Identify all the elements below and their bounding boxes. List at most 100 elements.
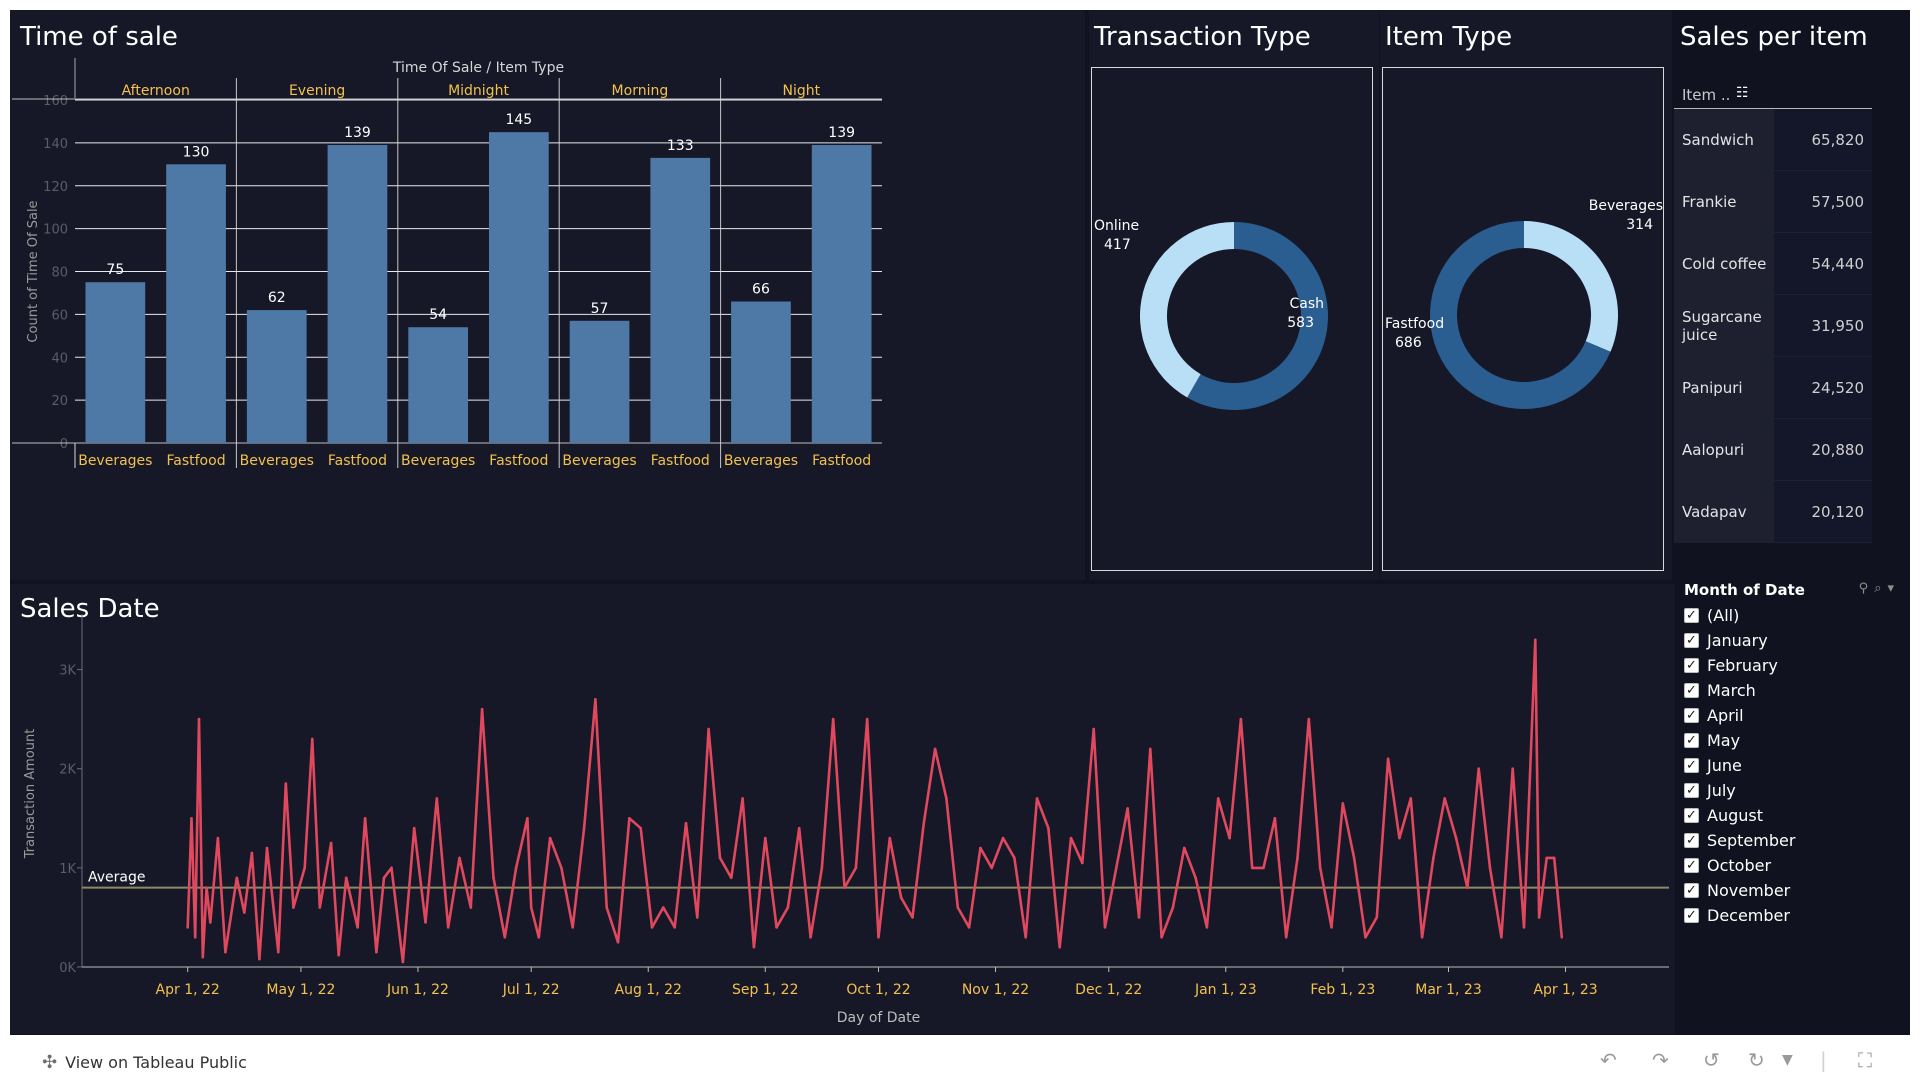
data-point[interactable] [1296,856,1299,860]
data-point[interactable] [718,856,722,860]
data-point[interactable] [250,851,254,855]
checkbox[interactable]: ✓ [1684,858,1699,873]
checkbox[interactable]: ✓ [1684,633,1699,648]
data-point[interactable] [1013,856,1016,860]
data-point[interactable] [1035,797,1039,800]
data-point[interactable] [797,826,801,830]
filter-option-february[interactable]: ✓ February [1684,653,1910,678]
data-point[interactable] [1341,802,1345,805]
search-icon[interactable]: ⌕ [1874,581,1888,596]
filter-option-october[interactable]: ✓ October [1684,853,1910,878]
data-point[interactable] [820,866,824,870]
data-point[interactable] [752,945,756,949]
filter-option-all[interactable]: ✓ (All) [1684,603,1910,628]
donut-slice-beverages[interactable] [1524,221,1618,352]
data-point[interactable] [458,856,461,860]
data-point[interactable] [216,836,220,840]
data-point[interactable] [197,717,201,721]
data-point[interactable] [243,911,246,914]
bar-midnight-fastfood[interactable] [488,132,549,443]
bar-night-beverages[interactable] [731,301,791,443]
data-point[interactable] [276,950,280,954]
table-row[interactable]: Panipuri 24,520 [1674,357,1872,419]
checkbox[interactable]: ✓ [1684,833,1699,848]
data-point[interactable] [628,816,631,820]
data-point[interactable] [1250,866,1254,870]
data-point[interactable] [375,950,378,954]
data-point[interactable] [1432,856,1435,860]
data-point[interactable] [1454,836,1458,840]
data-point[interactable] [979,846,982,850]
filter-option-december[interactable]: ✓ December [1684,903,1910,928]
bar-night-fastfood[interactable] [811,145,872,444]
data-point[interactable] [1364,935,1367,939]
data-point[interactable] [1126,807,1129,810]
data-point[interactable] [1537,916,1541,919]
table-row[interactable]: Vadapav 20,120 [1674,481,1872,543]
data-point[interactable] [1205,926,1209,929]
data-point[interactable] [1228,836,1231,840]
view-on-tableau-public-link[interactable]: ✣ View on Tableau Public [42,1052,247,1073]
transaction-type-donut-chart[interactable]: Cash 583 Online 417 [1092,68,1374,572]
data-point[interactable] [1058,945,1061,949]
table-header[interactable]: Item .. ☷ [1674,85,1872,109]
data-point[interactable] [1318,866,1322,870]
bar-afternoon-fastfood[interactable] [166,164,226,443]
data-point[interactable] [209,921,212,924]
transaction-amount-line[interactable] [186,638,1564,964]
checkbox[interactable]: ✓ [1684,908,1699,923]
data-point[interactable] [1500,935,1503,939]
donut-slice-online[interactable] [1140,222,1234,398]
data-point[interactable] [529,906,533,909]
data-point[interactable] [1511,767,1514,771]
filter-option-july[interactable]: ✓ July [1684,778,1910,803]
data-point[interactable] [1171,906,1175,909]
data-point[interactable] [1552,856,1556,860]
data-point[interactable] [1239,717,1243,721]
data-point[interactable] [571,926,575,929]
data-point[interactable] [1069,836,1073,840]
bar-midnight-beverages[interactable] [408,327,469,443]
checkbox[interactable]: ✓ [1684,608,1699,623]
dropdown-icon[interactable]: ▼ [1782,1052,1793,1068]
data-point[interactable] [582,826,586,830]
sort-icon[interactable]: ☷ [1736,85,1749,101]
data-point[interactable] [843,886,846,889]
bar-morning-beverages[interactable] [569,320,630,443]
data-point[interactable] [412,826,416,830]
data-point[interactable] [594,698,597,701]
data-point[interactable] [1148,747,1152,751]
data-point[interactable] [1375,916,1379,919]
data-point[interactable] [548,836,552,840]
data-point[interactable] [492,876,495,880]
data-point[interactable] [284,782,288,785]
bar-evening-fastfood[interactable] [327,145,388,444]
filter-icon[interactable]: ⚲ [1858,581,1875,596]
data-point[interactable] [1081,861,1084,865]
data-point[interactable] [526,816,529,820]
checkbox[interactable]: ✓ [1684,733,1699,748]
data-point[interactable] [1103,926,1107,929]
data-point[interactable] [707,727,710,731]
data-point[interactable] [480,707,484,711]
filter-option-november[interactable]: ✓ November [1684,878,1910,903]
checkbox[interactable]: ✓ [1684,708,1699,723]
checkbox[interactable]: ✓ [1684,783,1699,798]
data-point[interactable] [967,926,971,929]
data-point[interactable] [235,876,239,880]
item-type-donut-chart[interactable]: Beverages 314 Fastfood 686 [1383,68,1665,572]
data-point[interactable] [933,747,937,751]
data-point[interactable] [446,926,450,929]
data-point[interactable] [503,935,507,939]
filter-option-april[interactable]: ✓ April [1684,703,1910,728]
data-point[interactable] [650,926,654,929]
data-point[interactable] [193,935,197,939]
data-point[interactable] [990,866,994,870]
data-point[interactable] [662,906,665,909]
item-column-header[interactable]: Item .. [1682,86,1731,104]
data-point[interactable] [616,940,620,944]
data-point[interactable] [1443,797,1447,800]
data-point[interactable] [186,926,189,929]
data-point[interactable] [1398,836,1401,840]
data-point[interactable] [831,717,835,721]
